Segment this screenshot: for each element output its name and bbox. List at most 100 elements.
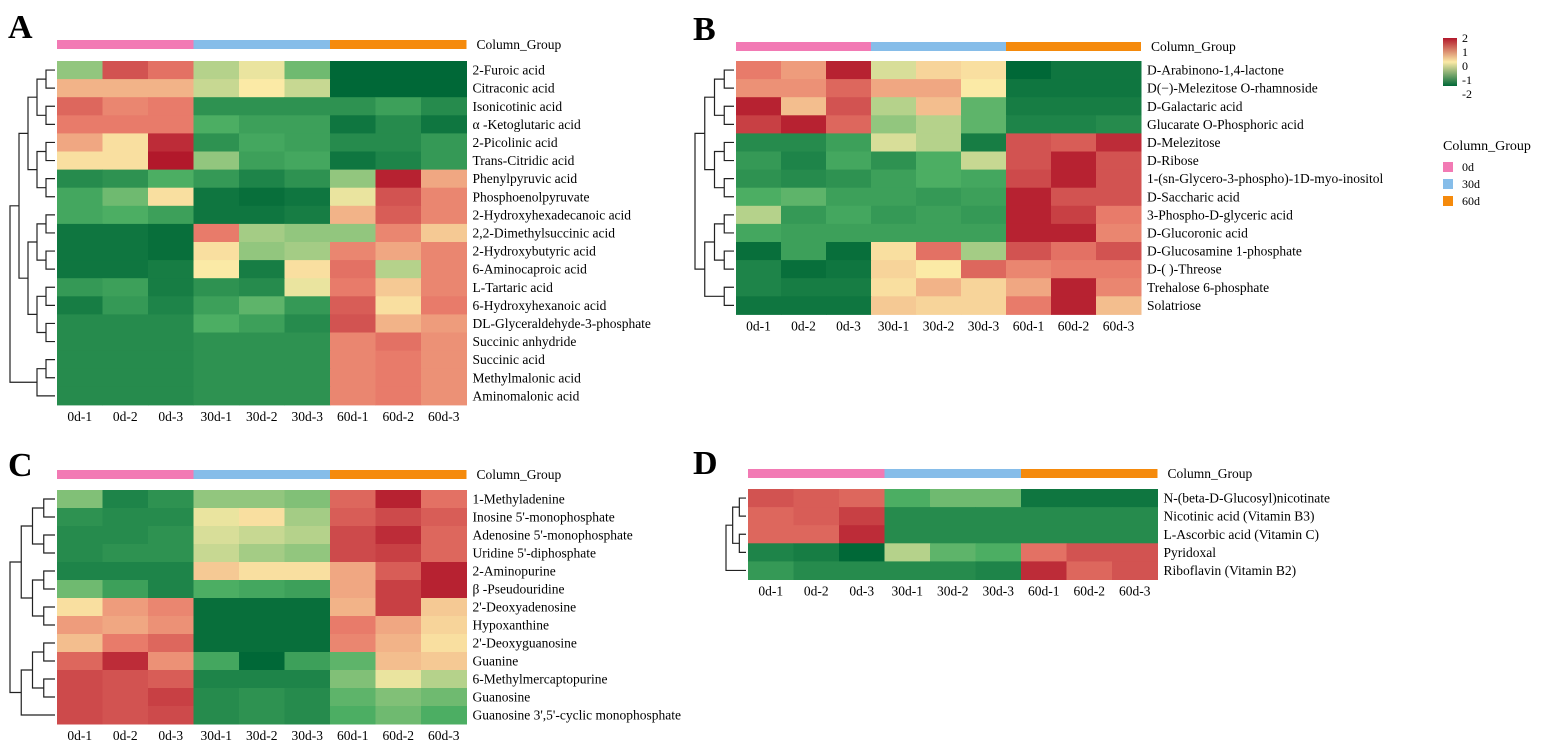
heatmap-cell — [193, 706, 240, 725]
dendrogram-branch — [43, 678, 55, 698]
heatmap-cell — [148, 350, 194, 370]
legend-swatch-0d — [1443, 162, 1453, 172]
heatmap-cell — [781, 169, 827, 189]
heatmap-cell — [961, 115, 1007, 134]
heatmap-cell — [1006, 97, 1052, 116]
group-bar-0d — [57, 40, 194, 49]
heatmap-cell — [375, 332, 422, 352]
heatmap-cell — [421, 242, 467, 261]
heatmap-cell — [148, 223, 194, 243]
group-title: Column_Group — [1151, 39, 1236, 54]
heatmap-cell — [961, 242, 1007, 261]
heatmap-cell — [330, 169, 376, 189]
row-label: Adenosine 5'-monophosphate — [473, 528, 633, 543]
heatmap-cell — [102, 332, 149, 352]
dendrogram-branch — [27, 96, 37, 171]
heatmap-cell — [748, 507, 794, 526]
dendrogram-branch — [31, 507, 44, 545]
heatmap-cell — [284, 260, 331, 279]
column-label: 30d-1 — [201, 409, 233, 424]
heatmap-cell — [284, 562, 331, 581]
heatmap-panel-c: C Column_Group 1-Methyladenine Inosine 5'-m… — [8, 447, 681, 743]
heatmap-cell — [57, 278, 103, 297]
legend-swatch-60d — [1443, 196, 1453, 206]
heatmap-cell — [57, 169, 103, 189]
heatmap-cell — [1006, 151, 1052, 171]
heatmap-cell — [193, 242, 240, 261]
heatmap-cell — [375, 490, 422, 509]
heatmap-cell — [1051, 223, 1097, 243]
dendrogram-branch — [9, 205, 37, 383]
heatmap-cell — [57, 296, 103, 315]
dendrogram-branch — [713, 223, 725, 261]
heatmap-cell — [330, 223, 376, 243]
heatmap-cell — [102, 61, 149, 80]
heatmap-cell — [330, 688, 376, 707]
heatmap-cell — [330, 616, 376, 635]
heatmap-cell — [239, 332, 285, 352]
heatmap-cell — [284, 79, 331, 98]
row-label: 2'-Deoxyadenosine — [473, 600, 577, 615]
dendrogram-branch — [732, 506, 740, 544]
heatmap-cell — [1021, 561, 1067, 580]
heatmap-cell — [57, 526, 103, 545]
heatmap-cell — [421, 169, 467, 189]
heatmap-cell — [330, 151, 376, 171]
row-dendrogram — [694, 69, 734, 306]
heatmap-cell — [330, 386, 376, 406]
heatmap-cell — [330, 634, 376, 653]
group-bar-0d — [736, 42, 871, 51]
heatmap-cell — [421, 350, 467, 370]
dendrogram-branch — [43, 498, 55, 518]
column-label: 60d-3 — [428, 728, 460, 743]
dendrogram-branch — [723, 214, 734, 234]
heatmap-cell — [736, 61, 782, 80]
heatmap-cell — [284, 688, 331, 707]
column-label: 0d-3 — [158, 409, 183, 424]
heatmap-cell — [975, 525, 1022, 544]
colorbar-tick-neg2: -2 — [1462, 87, 1472, 101]
heatmap-cell — [57, 205, 103, 225]
column-label: 60d-1 — [1028, 584, 1060, 599]
heatmap-cell — [284, 133, 331, 152]
heatmap-cell — [421, 260, 467, 279]
heatmap-cell — [781, 151, 827, 171]
heatmap-cell — [1112, 561, 1158, 580]
row-label: 2-Furoic acid — [473, 63, 546, 78]
heatmap-cell — [930, 525, 976, 544]
dendrogram-branch — [43, 642, 55, 662]
heatmap-cell — [284, 296, 331, 315]
row-label: D-Ribose — [1147, 153, 1199, 168]
heatmap-cell — [239, 508, 285, 527]
column-label: 30d-2 — [937, 584, 969, 599]
heatmap-cell — [375, 314, 422, 333]
row-label: Hypoxanthine — [473, 618, 550, 633]
heatmap-cell — [102, 151, 149, 171]
row-label: 2,2-Dimethylsuccinic acid — [473, 225, 616, 240]
heatmap-cell — [57, 115, 103, 134]
row-label: Inosine 5'-monophosphate — [473, 510, 615, 525]
heatmap-cell — [421, 580, 467, 599]
heatmap-cell — [57, 688, 103, 707]
heatmap-cell — [239, 350, 285, 370]
heatmap-cell — [102, 386, 149, 406]
heatmap-cell — [375, 151, 422, 171]
column-label: 0d-3 — [158, 728, 183, 743]
heatmap-cell — [193, 368, 240, 388]
dendrogram-branch — [9, 561, 22, 694]
group-title: Column_Group — [1168, 466, 1253, 481]
dendrogram-branch — [723, 105, 734, 125]
dendrogram-branch — [43, 534, 55, 554]
heatmap-cell — [330, 205, 376, 225]
row-label: 3-Phospho-D-glyceric acid — [1147, 207, 1293, 222]
row-label: DL-Glyceraldehyde-3-phosphate — [473, 316, 651, 331]
heatmap-cell — [148, 296, 194, 315]
row-label: 2'-Deoxyguanosine — [473, 636, 577, 651]
heatmap-cell — [421, 223, 467, 243]
dendrogram-branch — [31, 651, 44, 689]
heatmap-cell — [748, 561, 794, 580]
heatmap-cell — [884, 525, 931, 544]
heatmap-cell — [1096, 205, 1142, 225]
heatmap-cell — [961, 187, 1007, 207]
row-label: D-Glucosamine 1-phosphate — [1147, 244, 1302, 259]
